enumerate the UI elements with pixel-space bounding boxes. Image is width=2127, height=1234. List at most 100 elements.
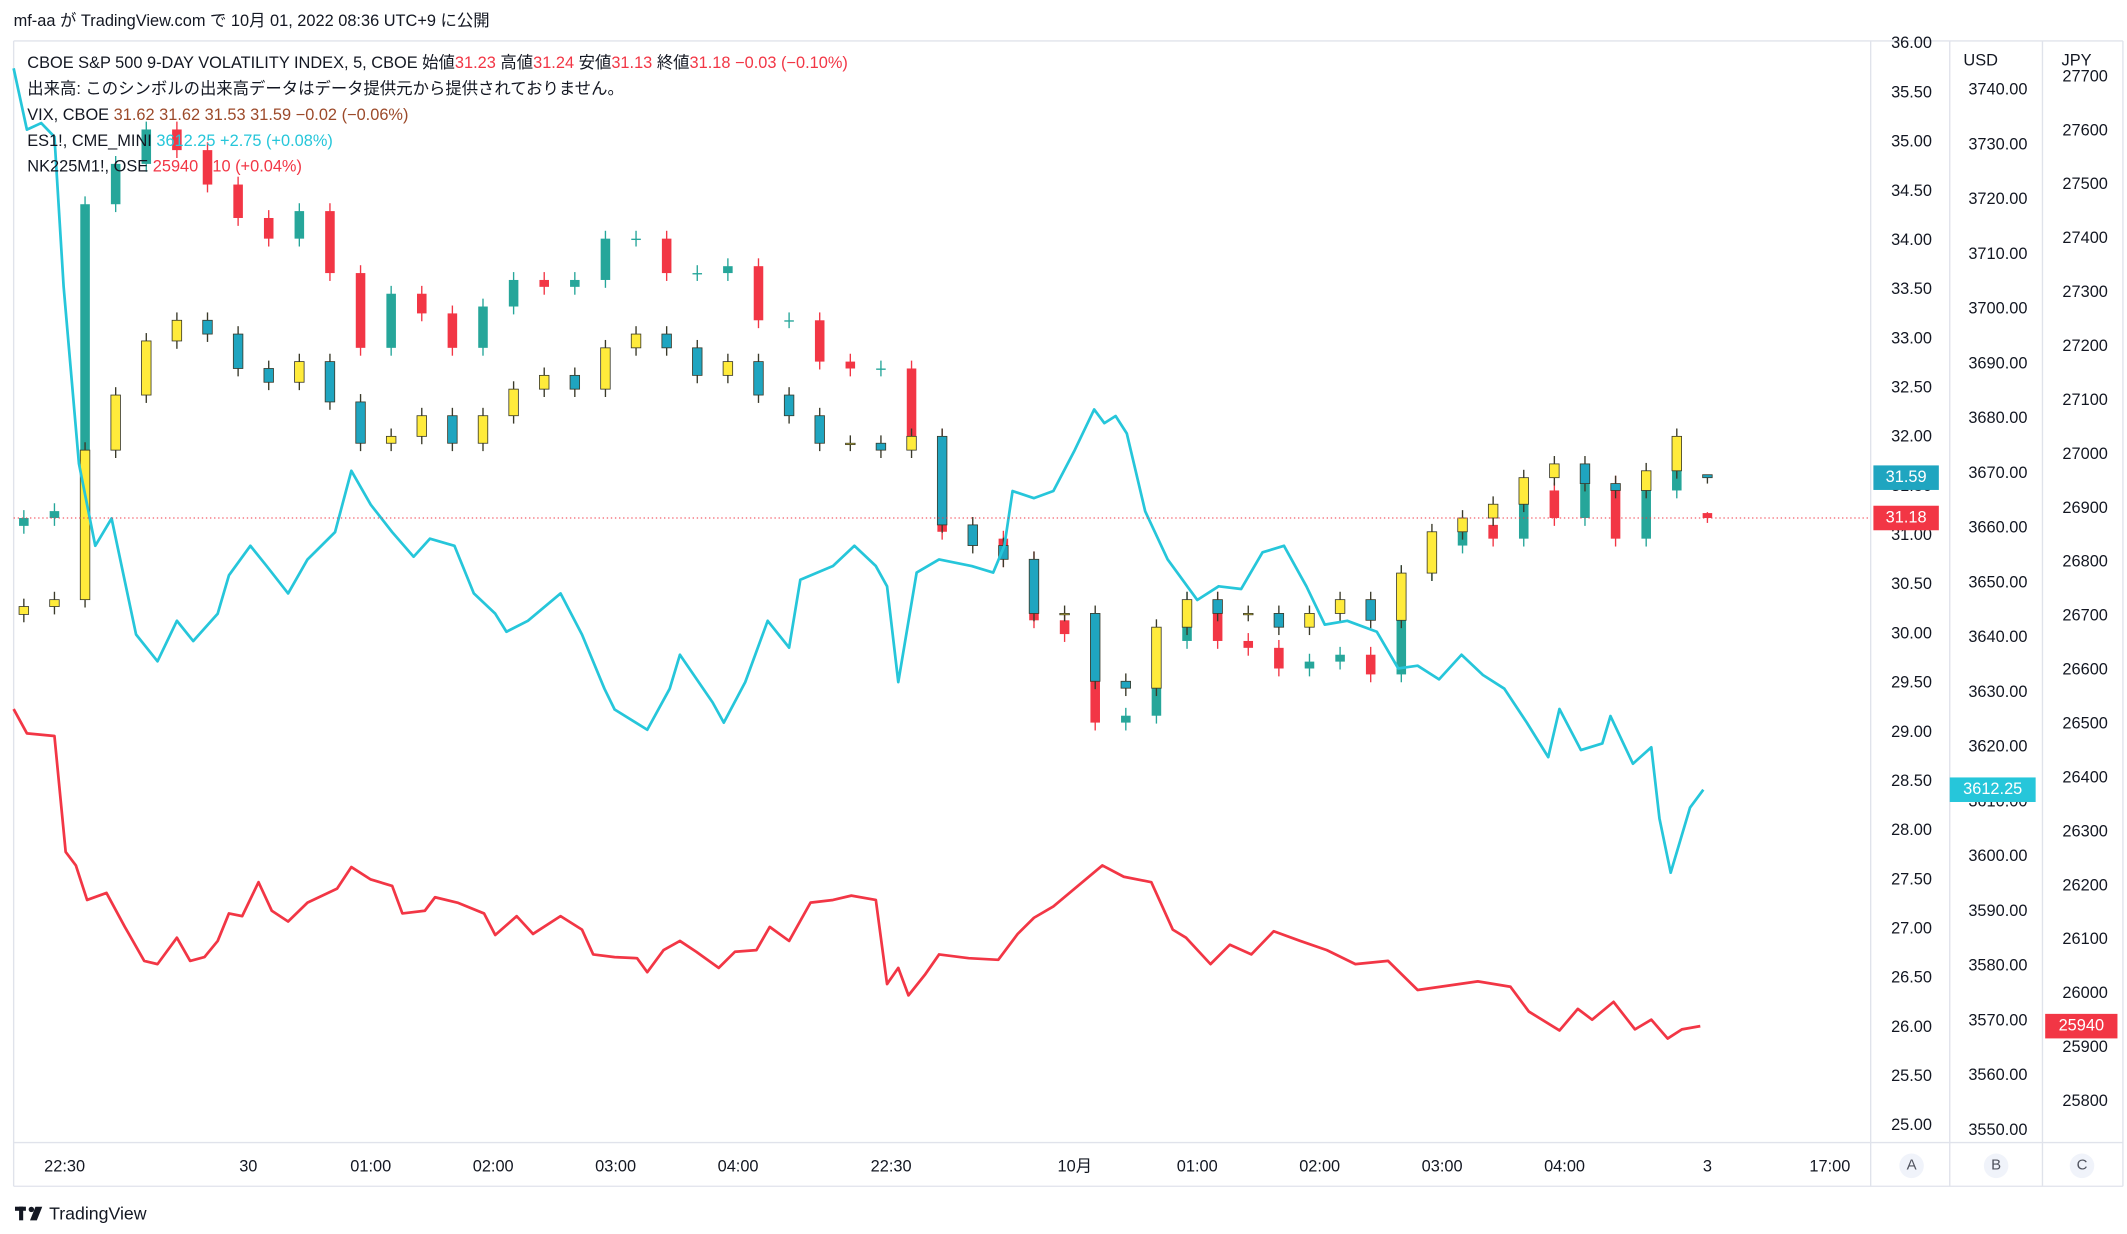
legend-line: ES1!, CME_MINI 3612.25 +2.75 (+0.08%) <box>27 132 333 150</box>
scale-button <box>1983 1153 2009 1179</box>
candle-body <box>1365 654 1376 675</box>
y-tick-label: 25800 <box>2062 1092 2108 1110</box>
x-tick-label: 04:00 <box>718 1157 759 1175</box>
y-tick-label: 3660.00 <box>1968 519 2027 537</box>
candle-body <box>233 184 243 218</box>
legend-line: CBOE S&P 500 9-DAY VOLATILITY INDEX, 5, … <box>27 54 848 72</box>
legend-item: 始値 <box>422 54 455 72</box>
candle-body <box>630 333 642 349</box>
candle-body <box>1396 572 1407 621</box>
x-tick-label: 22:30 <box>44 1157 85 1175</box>
candle-body <box>814 320 825 362</box>
candle-body <box>661 238 672 274</box>
scale-button-label: C <box>2077 1157 2088 1174</box>
price-line <box>12 68 1705 875</box>
y-tick-label: 3690.00 <box>1968 354 2027 372</box>
candle-body <box>1365 599 1376 621</box>
legend-item: 高値 <box>500 54 533 72</box>
x-tick-label: 02:00 <box>1299 1157 1340 1175</box>
candle-body <box>1304 613 1315 628</box>
candle-body <box>783 394 795 417</box>
candle-body <box>1549 490 1560 519</box>
x-tick-label: 02:00 <box>473 1157 514 1175</box>
candle-body <box>1151 626 1162 689</box>
x-tick-label: 03:00 <box>595 1157 636 1175</box>
candle-body <box>876 368 886 370</box>
candle-body <box>477 415 489 444</box>
legend-item: 31.18 <box>690 54 731 72</box>
y-tick-label: 3740.00 <box>1968 81 2027 99</box>
candle-body <box>1671 435 1682 472</box>
candle-body <box>386 293 396 348</box>
candle-body <box>570 279 580 287</box>
price-badge-label: 3612.25 <box>1963 780 2022 798</box>
candle-body <box>600 347 611 390</box>
candle-body <box>508 388 519 417</box>
y-tick-label: 27700 <box>2062 67 2108 85</box>
legend-item: +10 (+0.04%) <box>203 158 302 176</box>
y-tick-label: 28.50 <box>1891 772 1932 790</box>
y-tick-label: 30.50 <box>1891 575 1932 593</box>
x-tick-label: 17:00 <box>1809 1157 1850 1175</box>
legend-item: 31.24 <box>533 54 574 72</box>
candle-body <box>1579 463 1591 484</box>
candle-body <box>80 204 90 512</box>
legend-item: 31.23 <box>455 54 496 72</box>
y-tick-label: 27600 <box>2062 121 2108 139</box>
y-tick-label: 3570.00 <box>1968 1011 2027 1029</box>
candle-body <box>447 313 458 348</box>
price-badge <box>1949 777 2036 802</box>
candle-body <box>569 374 581 390</box>
footer-logo: TradingView <box>14 1204 147 1224</box>
candle-body <box>936 435 948 526</box>
candle-body <box>1274 647 1284 669</box>
y-tick-label: 3620.00 <box>1968 738 2027 756</box>
candle-body <box>202 319 213 335</box>
scale-button-label: A <box>1907 1157 1917 1174</box>
candle-body <box>263 368 274 383</box>
price-badge-label: 31.18 <box>1886 508 1927 526</box>
candle-body <box>1273 613 1285 628</box>
legend-item: CBOE S&P 500 9-DAY VOLATILITY INDEX, 5, … <box>27 54 417 72</box>
legend-item: 31.53 <box>205 106 246 124</box>
candle-body <box>355 273 366 348</box>
scale-button <box>1899 1153 1924 1179</box>
candle-body <box>539 374 550 390</box>
y-tick-label: 26300 <box>2062 822 2108 840</box>
footer-brand: TradingView <box>49 1204 147 1224</box>
candle-body <box>18 606 30 615</box>
x-tick-label: 3 <box>1703 1157 1712 1175</box>
candle-body <box>753 361 764 396</box>
candle-body <box>631 238 641 241</box>
y-tick-label: 3600.00 <box>1968 847 2027 865</box>
y-tick-label: 26900 <box>2062 499 2108 517</box>
candle-body <box>172 129 182 151</box>
y-tick-label: 27300 <box>2062 283 2108 301</box>
legend-item: 31.62 <box>114 106 155 124</box>
legend-line: VIX, CBOE 31.62 31.62 31.53 31.59 −0.02 … <box>27 106 408 124</box>
scale-button-label: B <box>1991 1157 2001 1174</box>
y-tick-label: 26.00 <box>1891 1018 1932 1036</box>
candle-body <box>141 129 152 164</box>
x-tick-label: 04:00 <box>1544 1157 1585 1175</box>
candle-body <box>1243 613 1254 616</box>
y-tick-label: 3640.00 <box>1968 628 2027 646</box>
legend-item: −0.02 (−0.06%) <box>296 106 409 124</box>
candle-body <box>906 368 917 437</box>
y-tick-label: 3730.00 <box>1968 135 2027 153</box>
candle-body <box>1641 470 1652 491</box>
candle-body <box>1181 599 1193 628</box>
y-tick-label: 3630.00 <box>1968 683 2027 701</box>
price-badge <box>1873 505 1939 531</box>
y3-axis-title: JPY <box>2062 52 2092 70</box>
candle-body <box>539 279 549 287</box>
legend-item: 安値 <box>579 54 612 72</box>
candle-body <box>1488 524 1498 539</box>
price-badge-label: 25940 <box>2059 1016 2105 1034</box>
x-tick-label: 01:00 <box>350 1157 391 1175</box>
candle-body <box>845 361 856 369</box>
y-tick-label: 3670.00 <box>1968 464 2027 482</box>
candle-body <box>19 518 29 526</box>
